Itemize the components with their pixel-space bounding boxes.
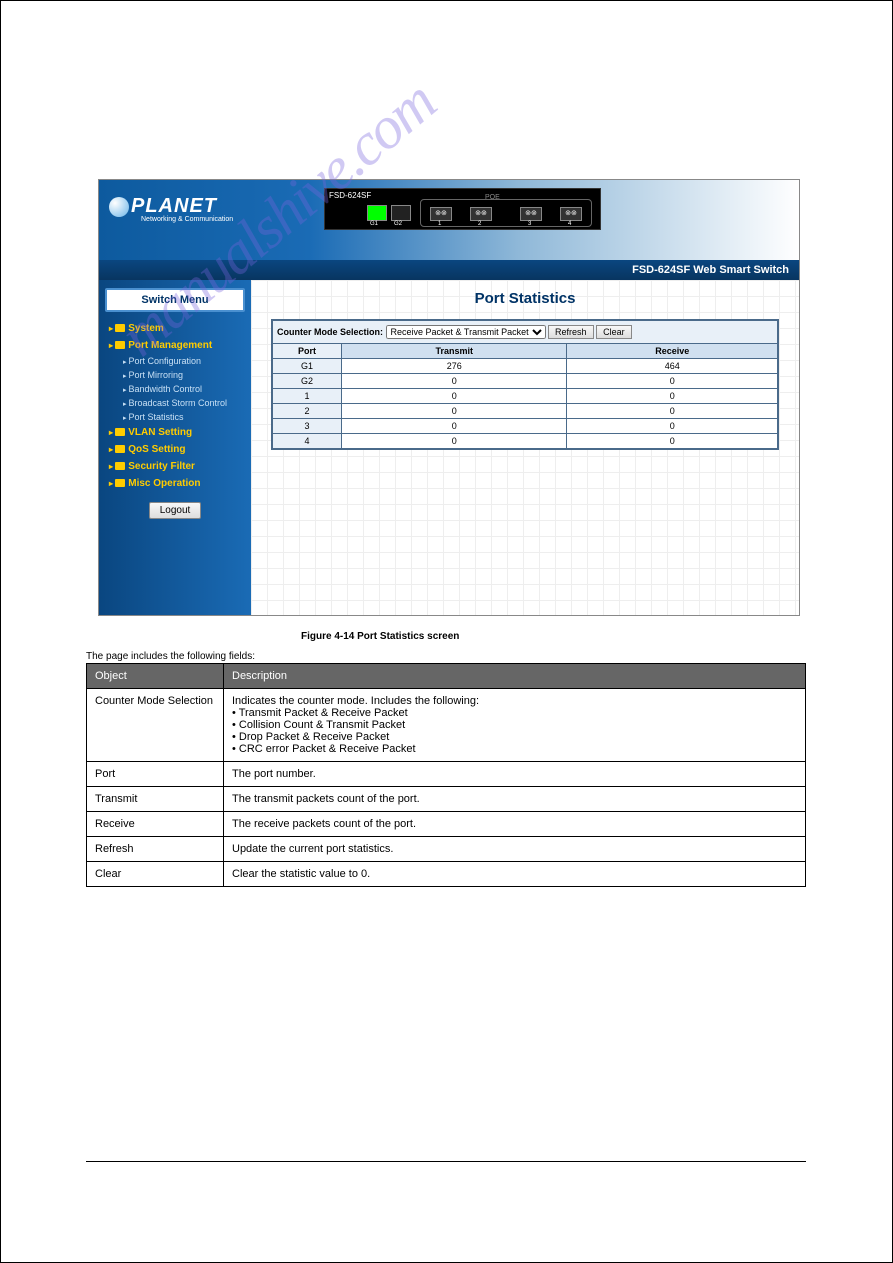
table-row: 200	[272, 404, 778, 419]
clear-button[interactable]: Clear	[596, 325, 632, 339]
device-model: FSD-624SF	[329, 191, 371, 200]
cell: G1	[272, 359, 342, 374]
table-row: 100	[272, 389, 778, 404]
counter-mode-row: Counter Mode Selection: Receive Packet &…	[272, 320, 778, 344]
cell: G2	[272, 374, 342, 389]
sidebar-item-qos[interactable]: QoS Setting	[105, 441, 245, 458]
sidebar-item-system[interactable]: System	[105, 320, 245, 337]
cell: 0	[567, 419, 778, 434]
sub-item-bandwidth[interactable]: Bandwidth Control	[105, 382, 245, 396]
port-label: 2	[478, 221, 481, 227]
cell: 0	[342, 434, 567, 450]
screenshot-panel: PLANET Networking & Communication FSD-62…	[98, 179, 800, 616]
brand-text: PLANET	[131, 195, 217, 217]
cell: 276	[342, 359, 567, 374]
sidebar: Switch Menu System Port Management Port …	[99, 280, 251, 615]
sidebar-item-label: Port Management	[128, 340, 212, 351]
table-row: G200	[272, 374, 778, 389]
sidebar-item-label: Misc Operation	[128, 478, 200, 489]
stats-table: Counter Mode Selection: Receive Packet &…	[271, 319, 779, 450]
device-panel: FSD-624SF G1 G2 POE ⊚⊚ ⊚⊚ ⊚⊚ ⊚⊚ 1 2 3 4	[324, 188, 601, 230]
brand-logo: PLANET	[109, 195, 217, 218]
sidebar-item-security[interactable]: Security Filter	[105, 458, 245, 475]
port-g1-icon	[367, 205, 387, 221]
poe-port-icon: ⊚⊚	[560, 207, 582, 221]
port-label: G1	[370, 221, 378, 227]
cell: 2	[272, 404, 342, 419]
cell: 3	[272, 419, 342, 434]
cell: 0	[342, 404, 567, 419]
table-row: 400	[272, 434, 778, 450]
globe-icon	[109, 197, 129, 217]
cell: 464	[567, 359, 778, 374]
cell: 0	[342, 374, 567, 389]
desc-cell: Receive	[87, 812, 224, 837]
desc-cell: Refresh	[87, 837, 224, 862]
banner-bar: FSD-624SF Web Smart Switch	[99, 260, 799, 280]
description-table: Object Description Counter Mode Selectio…	[86, 663, 806, 887]
sub-item-broadcast[interactable]: Broadcast Storm Control	[105, 396, 245, 410]
cell: 0	[567, 434, 778, 450]
desc-cell: The transmit packets count of the port.	[224, 787, 806, 812]
cell: 1	[272, 389, 342, 404]
sidebar-item-misc[interactable]: Misc Operation	[105, 475, 245, 492]
desc-cell: Clear the statistic value to 0.	[224, 862, 806, 887]
port-g2-icon	[391, 205, 411, 221]
sidebar-item-port-management[interactable]: Port Management	[105, 337, 245, 354]
sidebar-item-label: Security Filter	[128, 461, 195, 472]
col-receive: Receive	[567, 344, 778, 359]
figure-caption: Figure 4-14 Port Statistics screen	[301, 631, 459, 642]
brand-tagline: Networking & Communication	[141, 216, 233, 223]
footer-line	[86, 1161, 806, 1162]
cell: 0	[567, 404, 778, 419]
content-area: Switch Menu System Port Management Port …	[99, 280, 799, 615]
poe-port-icon: ⊚⊚	[430, 207, 452, 221]
logout-button[interactable]: Logout	[149, 502, 202, 519]
desc-cell: The port number.	[224, 762, 806, 787]
main-panel: Port Statistics Counter Mode Selection: …	[251, 280, 799, 615]
cell: 0	[342, 419, 567, 434]
sidebar-item-label: System	[128, 323, 164, 334]
sidebar-item-label: VLAN Setting	[128, 427, 192, 438]
cell: 4	[272, 434, 342, 450]
table-row: G1276464	[272, 359, 778, 374]
desc-cell: Update the current port statistics.	[224, 837, 806, 862]
refresh-button[interactable]: Refresh	[548, 325, 594, 339]
port-label: 3	[528, 221, 531, 227]
page-description: The page includes the following fields:	[86, 651, 255, 662]
page-container: PLANET Networking & Communication FSD-62…	[0, 0, 893, 1263]
sub-item-port-stats[interactable]: Port Statistics	[105, 410, 245, 424]
cell: 0	[342, 389, 567, 404]
counter-label: Counter Mode Selection:	[277, 327, 383, 337]
counter-mode-select[interactable]: Receive Packet & Transmit Packet	[386, 325, 546, 339]
cell: 0	[567, 389, 778, 404]
cell: 0	[567, 374, 778, 389]
menu-header: Switch Menu	[105, 288, 245, 312]
desc-header-obj: Object	[87, 664, 224, 689]
desc-cell: Indicates the counter mode. Includes the…	[224, 689, 806, 762]
port-label: G2	[394, 221, 402, 227]
sub-item-port-config[interactable]: Port Configuration	[105, 354, 245, 368]
port-label: 4	[568, 221, 571, 227]
header: PLANET Networking & Communication FSD-62…	[99, 180, 799, 260]
col-port: Port	[272, 344, 342, 359]
desc-cell: Clear	[87, 862, 224, 887]
port-label: 1	[438, 221, 441, 227]
sub-item-port-mirror[interactable]: Port Mirroring	[105, 368, 245, 382]
desc-cell: Transmit	[87, 787, 224, 812]
poe-port-icon: ⊚⊚	[520, 207, 542, 221]
desc-header-desc: Description	[224, 664, 806, 689]
table-row: 300	[272, 419, 778, 434]
desc-cell: Counter Mode Selection	[87, 689, 224, 762]
col-transmit: Transmit	[342, 344, 567, 359]
sidebar-item-label: QoS Setting	[128, 444, 185, 455]
poe-port-icon: ⊚⊚	[470, 207, 492, 221]
sidebar-item-vlan[interactable]: VLAN Setting	[105, 424, 245, 441]
desc-cell: The receive packets count of the port.	[224, 812, 806, 837]
page-title: Port Statistics	[271, 290, 779, 307]
desc-cell: Port	[87, 762, 224, 787]
